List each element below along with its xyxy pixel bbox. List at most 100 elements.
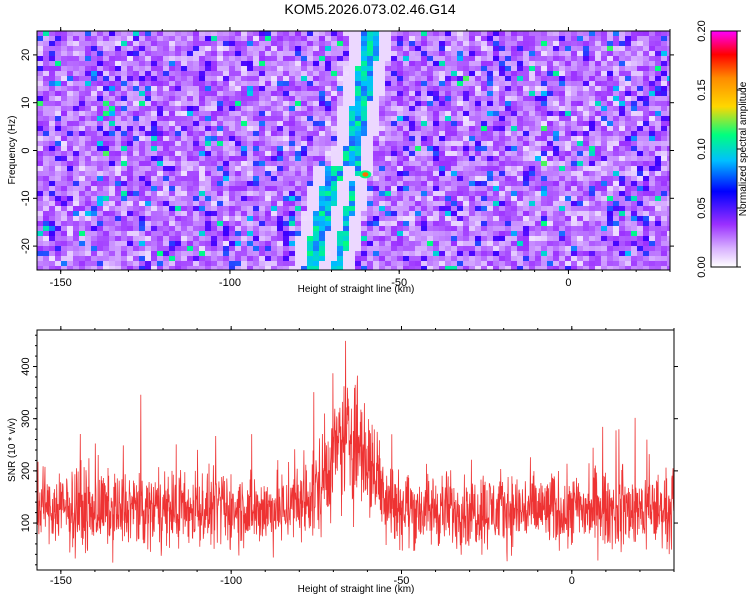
- heatmap-cell: [457, 96, 464, 102]
- heatmap-cell: [469, 261, 476, 267]
- heatmap-cell: [337, 136, 344, 142]
- heatmap-cell: [463, 46, 470, 52]
- heatmap-cell: [103, 226, 110, 232]
- heatmap-cell: [565, 201, 572, 207]
- heatmap-cell: [619, 136, 626, 142]
- heatmap-cell: [235, 81, 242, 87]
- heatmap-cell: [577, 71, 584, 77]
- heatmap-cell: [169, 156, 176, 162]
- heatmap-cell: [43, 86, 50, 92]
- heatmap-cell: [445, 236, 452, 242]
- heatmap-cell: [337, 36, 344, 42]
- heatmap-cell: [349, 31, 356, 37]
- heatmap-cell: [451, 256, 458, 262]
- heatmap-cell: [469, 56, 476, 62]
- heatmap-cell: [529, 206, 536, 212]
- heatmap-cell: [271, 61, 278, 67]
- heatmap-cell: [301, 206, 308, 212]
- heatmap-cell: [577, 171, 584, 177]
- heatmap-cell: [235, 256, 242, 262]
- heatmap-cell: [493, 76, 500, 82]
- heatmap-cell: [85, 236, 92, 242]
- heatmap-cell: [67, 46, 74, 52]
- heatmap-cell: [253, 136, 260, 142]
- heatmap-cell: [121, 86, 128, 92]
- heatmap-cell: [649, 106, 656, 112]
- heatmap-cell: [109, 86, 116, 92]
- heatmap-cell: [151, 36, 158, 42]
- heatmap-cell: [283, 176, 290, 182]
- heatmap-cell: [145, 66, 152, 72]
- heatmap-cell: [415, 116, 422, 122]
- heatmap-cell: [613, 96, 620, 102]
- heatmap-cell: [223, 261, 230, 267]
- heatmap-cell: [529, 66, 536, 72]
- heatmap-cell: [547, 161, 554, 167]
- heatmap-cell: [361, 166, 368, 172]
- heatmap-cell: [187, 46, 194, 52]
- heatmap-cell: [91, 96, 98, 102]
- heatmap-cell: [187, 121, 194, 127]
- heatmap-cell: [511, 156, 518, 162]
- heatmap-cell: [619, 151, 626, 157]
- heatmap-cell: [391, 206, 398, 212]
- heatmap-cell: [481, 71, 488, 77]
- heatmap-cell: [211, 176, 218, 182]
- heatmap-cell: [55, 196, 62, 202]
- heatmap-cell: [133, 191, 140, 197]
- heatmap-cell: [637, 111, 644, 117]
- heatmap-cell: [649, 186, 656, 192]
- heatmap-cell: [73, 56, 80, 62]
- heatmap-cell: [475, 91, 482, 97]
- heatmap-cell: [433, 131, 440, 137]
- heatmap-cell: [301, 116, 308, 122]
- heatmap-cell: [109, 251, 116, 257]
- heatmap-cell: [331, 36, 338, 42]
- heatmap-cell: [469, 241, 476, 247]
- heatmap-cell: [49, 121, 56, 127]
- heatmap-cell: [337, 176, 344, 182]
- heatmap-cell: [559, 256, 566, 262]
- heatmap-cell: [139, 201, 146, 207]
- heatmap-cell: [49, 136, 56, 142]
- heatmap-cell: [379, 41, 386, 47]
- heatmap-cell: [217, 61, 224, 67]
- heatmap-cell: [247, 116, 254, 122]
- heatmap-cell: [457, 216, 464, 222]
- heatmap-cell: [667, 196, 670, 202]
- heatmap-cell: [337, 66, 344, 72]
- heatmap-cell: [331, 196, 338, 202]
- heatmap-cell: [337, 56, 344, 62]
- heatmap-cell: [373, 196, 380, 202]
- heatmap-cell: [541, 196, 548, 202]
- heatmap-cell: [145, 126, 152, 132]
- heatmap-cell: [151, 61, 158, 67]
- heatmap-cell: [103, 171, 110, 177]
- heatmap-cell: [373, 221, 380, 227]
- heatmap-cell: [187, 36, 194, 42]
- heatmap-cell: [625, 246, 632, 252]
- heatmap-cell: [589, 251, 596, 257]
- heatmap-cell: [451, 211, 458, 217]
- heatmap-cell: [481, 96, 488, 102]
- heatmap-cell: [391, 111, 398, 117]
- heatmap-cell: [67, 201, 74, 207]
- heatmap-cell: [121, 46, 128, 52]
- heatmap-cell: [499, 101, 506, 107]
- heatmap-cell: [307, 76, 314, 82]
- heatmap-cell: [139, 41, 146, 47]
- heatmap-cell: [463, 71, 470, 77]
- heatmap-cell: [607, 56, 614, 62]
- heatmap-cell: [463, 121, 470, 127]
- heatmap-cell: [289, 106, 296, 112]
- heatmap-cell: [373, 146, 380, 152]
- heatmap-cell: [613, 196, 620, 202]
- heatmap-cell: [667, 201, 670, 207]
- heatmap-cell: [445, 141, 452, 147]
- heatmap-cell: [391, 211, 398, 217]
- heatmap-cell: [235, 61, 242, 67]
- heatmap-cell: [109, 76, 116, 82]
- heatmap-cell: [181, 186, 188, 192]
- heatmap-cell: [211, 191, 218, 197]
- heatmap-cell: [433, 121, 440, 127]
